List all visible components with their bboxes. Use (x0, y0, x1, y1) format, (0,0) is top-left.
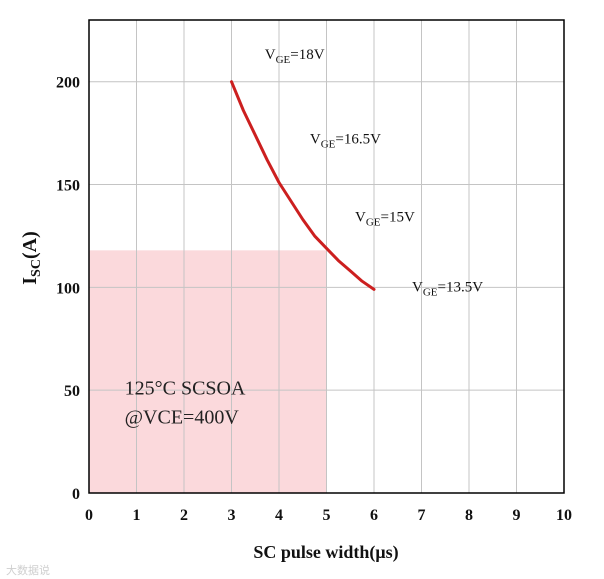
y-tick-label-0: 0 (72, 486, 80, 503)
vge-label-sub: GE (276, 54, 291, 66)
x-tick-label-8: 8 (465, 507, 473, 524)
y-axis-label: ISC(A) (19, 231, 44, 284)
series-line-0 (230, 80, 376, 291)
vge-label-rest: =16.5V (335, 131, 381, 147)
x-tick-label-4: 4 (275, 507, 283, 524)
x-tick-label-6: 6 (370, 507, 378, 524)
vge-label-main: V (355, 210, 366, 226)
y-tick-label-200: 200 (56, 75, 80, 92)
x-tick-label-0: 0 (85, 507, 93, 524)
scsoa-region-label-1: @VCE=400V (125, 406, 240, 428)
scsoa-region-layer (89, 250, 327, 493)
y-tick-label-100: 100 (56, 280, 80, 297)
vge-label-3: VGE=13.5V (412, 279, 483, 298)
x-tick-label-2: 2 (180, 507, 188, 524)
vge-label-sub: GE (321, 138, 336, 150)
vge-label-2: VGE=15V (355, 210, 415, 229)
x-tick-label-5: 5 (323, 507, 331, 524)
vge-label-1: VGE=16.5V (310, 131, 381, 150)
x-axis-label: SC pulse width(μs) (253, 542, 398, 563)
y-tick-label-150: 150 (56, 178, 80, 195)
x-tick-label-10: 10 (556, 507, 572, 524)
plot-frame (88, 19, 565, 494)
x-tick-label-1: 1 (133, 507, 141, 524)
grid-layer (89, 20, 564, 493)
y-axis-label-rest: (A) (19, 231, 41, 259)
y-axis-label-main: I (19, 277, 41, 285)
y-tick-label-50: 50 (64, 383, 80, 400)
x-tick-label-3: 3 (228, 507, 236, 524)
vge-label-rest: =18V (290, 47, 324, 63)
series-layer (230, 80, 376, 291)
vge-label-main: V (310, 131, 321, 147)
x-tick-label-7: 7 (418, 507, 426, 524)
vge-label-rest: =13.5V (438, 279, 484, 295)
x-tick-label-9: 9 (513, 507, 521, 524)
y-axis-label-sub: SC (29, 259, 44, 277)
vge-label-0: VGE=18V (265, 47, 325, 66)
vge-label-main: V (265, 47, 276, 63)
vge-label-sub: GE (423, 286, 438, 298)
vge-label-main: V (412, 279, 423, 295)
vge-label-rest: =15V (381, 210, 415, 226)
scsoa-region (89, 250, 327, 493)
vge-label-sub: GE (366, 217, 381, 229)
watermark: 大数据说 (6, 563, 50, 577)
scsoa-region-label-0: 125°C SCSOA (125, 377, 246, 399)
